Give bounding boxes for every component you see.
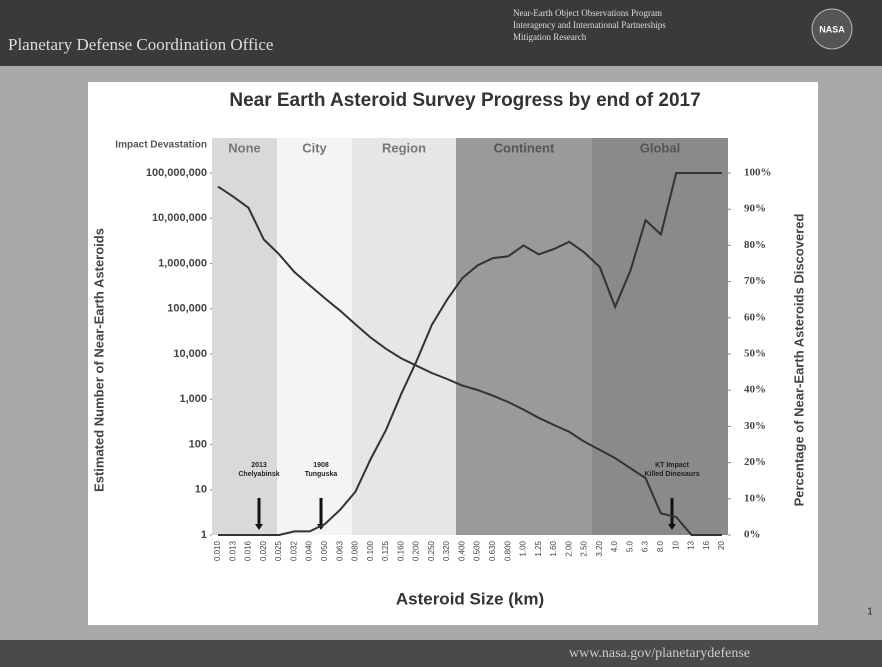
x-tick-label: 0.020	[259, 540, 268, 561]
header-bullet: Near-Earth Object Observations Program	[513, 8, 662, 18]
x-tick-label: 0.160	[396, 540, 405, 561]
x-tick-label: 0.500	[473, 540, 482, 561]
y2-axis-label: Percentage of Near-Earth Asteroids Disco…	[791, 214, 806, 507]
x-tick-label: 0.032	[289, 540, 298, 561]
x-tick-label: 0.080	[351, 540, 360, 561]
x-tick-label: 0.250	[427, 540, 436, 561]
y2-tick-label: 0%	[744, 529, 761, 541]
y2-tick-label: 20%	[744, 456, 766, 468]
page-number: 1	[867, 607, 873, 618]
y-tick-label: 10,000,000	[152, 212, 207, 224]
x-tick-label: 3.20	[595, 540, 604, 556]
zone-label: City	[302, 140, 327, 155]
x-tick-label: 8.0	[656, 540, 665, 552]
header-bullet: Interagency and International Partnershi…	[513, 20, 666, 30]
y2-tick-label: 10%	[744, 492, 766, 504]
y2-tick-label: 40%	[744, 384, 766, 396]
data-line	[217, 185, 722, 536]
x-tick-label: 1.60	[549, 540, 558, 556]
x-tick-label: 0.800	[503, 540, 512, 561]
zone-band	[352, 138, 456, 535]
annotation: KT Impact	[655, 462, 690, 469]
annotation: 2013	[251, 462, 267, 469]
zone-band	[592, 138, 728, 535]
y-tick-label: 10	[195, 484, 207, 496]
x-tick-label: 1.25	[534, 540, 543, 556]
y-tick-label: 10,000	[173, 348, 207, 360]
footer-url: www.nasa.gov/planetarydefense	[569, 646, 750, 661]
x-tick-label: 0.320	[442, 540, 451, 561]
x-tick-label: 10	[671, 540, 680, 549]
zone-label: Continent	[494, 140, 555, 155]
annotation-arrowhead	[255, 524, 263, 530]
annotation: Chelyabinsk	[238, 471, 279, 478]
plot: None City Region Continent Global Impact Deva…	[91, 90, 806, 608]
y2-tick-label: 80%	[744, 239, 766, 251]
x-tick-label: 0.100	[366, 540, 375, 561]
y-tick-label: 1,000	[179, 393, 207, 405]
header-title: Planetary Defense Coordination Office	[8, 35, 273, 54]
x-tick-label: 0.016	[244, 540, 253, 561]
x-tick-label: 16	[702, 540, 711, 549]
x-tick-label: 4.0	[610, 540, 619, 552]
y2-tick-label: 70%	[744, 275, 766, 287]
logo	[811, 8, 853, 50]
x-tick-label: 0.010	[213, 540, 222, 561]
x-tick-label: 0.400	[457, 540, 466, 561]
zone-band	[456, 138, 592, 535]
y-tick-label: 100,000	[167, 303, 207, 315]
zone-title: Impact Devastation	[115, 140, 207, 151]
y2-tick-label: 100%	[744, 167, 772, 179]
annotation: Killed Dinosaurs	[644, 471, 699, 478]
y-tick-label: 1,000,000	[158, 257, 207, 269]
header-bullet: Mitigation Research	[513, 32, 587, 42]
logo-text: NASA	[819, 24, 845, 34]
y-tick-label: 100	[189, 438, 207, 450]
annotation: 1908	[313, 462, 329, 469]
x-tick-label: 0.630	[488, 540, 497, 561]
zone-label: Global	[640, 140, 680, 155]
x-tick-label: 20	[717, 540, 726, 549]
zone-label: None	[228, 140, 261, 155]
x-tick-label: 0.050	[320, 540, 329, 561]
data-line	[218, 172, 722, 536]
x-tick-label: 6.3	[641, 540, 650, 552]
y-tick-label: 100,000,000	[146, 167, 207, 179]
x-tick-label: 13	[687, 540, 696, 549]
x-axis-label: Asteroid Size (km)	[396, 589, 544, 608]
chart-title: Near Earth Asteroid Survey Progress by e…	[229, 90, 700, 111]
y-axis-label: Estimated Number of Near-Earth Asteroids	[91, 228, 106, 492]
x-tick-label: 0.200	[412, 540, 421, 561]
x-tick-label: 0.040	[305, 540, 314, 561]
annotation-arrowhead	[668, 524, 676, 530]
zone-label: Region	[382, 140, 426, 155]
annotation: Tunguska	[305, 471, 338, 478]
x-tick-label: 2.50	[580, 540, 589, 556]
header-band	[0, 0, 882, 66]
x-tick-label: 0.013	[228, 540, 237, 561]
y-tick-label: 1	[201, 529, 207, 541]
x-tick-label: 0.063	[335, 540, 344, 561]
x-tick-label: 0.025	[274, 540, 283, 561]
y2-tick-label: 30%	[744, 420, 766, 432]
x-tick-label: 5.0	[625, 540, 634, 552]
footer-band	[0, 640, 882, 667]
zone-band	[277, 138, 352, 535]
y2-tick-label: 50%	[744, 348, 766, 360]
y2-tick-label: 90%	[744, 203, 766, 215]
y2-tick-label: 60%	[744, 311, 766, 323]
x-tick-label: 2.00	[564, 540, 573, 556]
x-tick-label: 0.125	[381, 540, 390, 561]
x-tick-label: 1.00	[519, 540, 528, 556]
